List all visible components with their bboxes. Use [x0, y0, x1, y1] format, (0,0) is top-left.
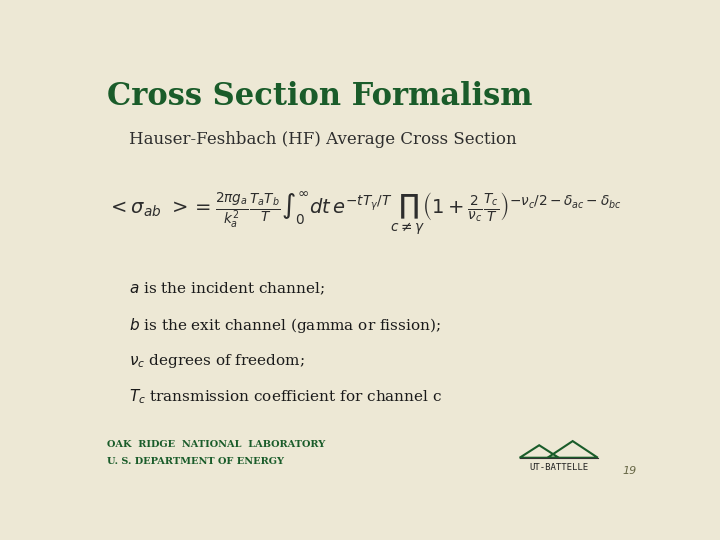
Text: Hauser-Feshbach (HF) Average Cross Section: Hauser-Feshbach (HF) Average Cross Secti…	[129, 131, 517, 148]
Text: UT-BATTELLE: UT-BATTELLE	[529, 463, 588, 472]
Text: $T_c$ transmission coefficient for channel c: $T_c$ transmission coefficient for chann…	[129, 387, 442, 406]
Text: U. S. DEPARTMENT OF ENERGY: U. S. DEPARTMENT OF ENERGY	[107, 457, 284, 466]
Text: $\nu_c$ degrees of freedom;: $\nu_c$ degrees of freedom;	[129, 352, 305, 370]
Text: $b$ is the exit channel (gamma or fission);: $b$ is the exit channel (gamma or fissio…	[129, 316, 441, 335]
Text: $< \sigma_{ab}\ >=\frac{2\pi g_a}{k_a^2}\frac{T_a T_b}{T}\int_0^{\infty} dt\, e^: $< \sigma_{ab}\ >=\frac{2\pi g_a}{k_a^2}…	[107, 190, 621, 238]
Text: $a$ is the incident channel;: $a$ is the incident channel;	[129, 281, 325, 298]
Text: OAK  RIDGE  NATIONAL  LABORATORY: OAK RIDGE NATIONAL LABORATORY	[107, 441, 325, 449]
Text: 19: 19	[623, 467, 637, 476]
Text: Cross Section Formalism: Cross Section Formalism	[107, 82, 532, 112]
